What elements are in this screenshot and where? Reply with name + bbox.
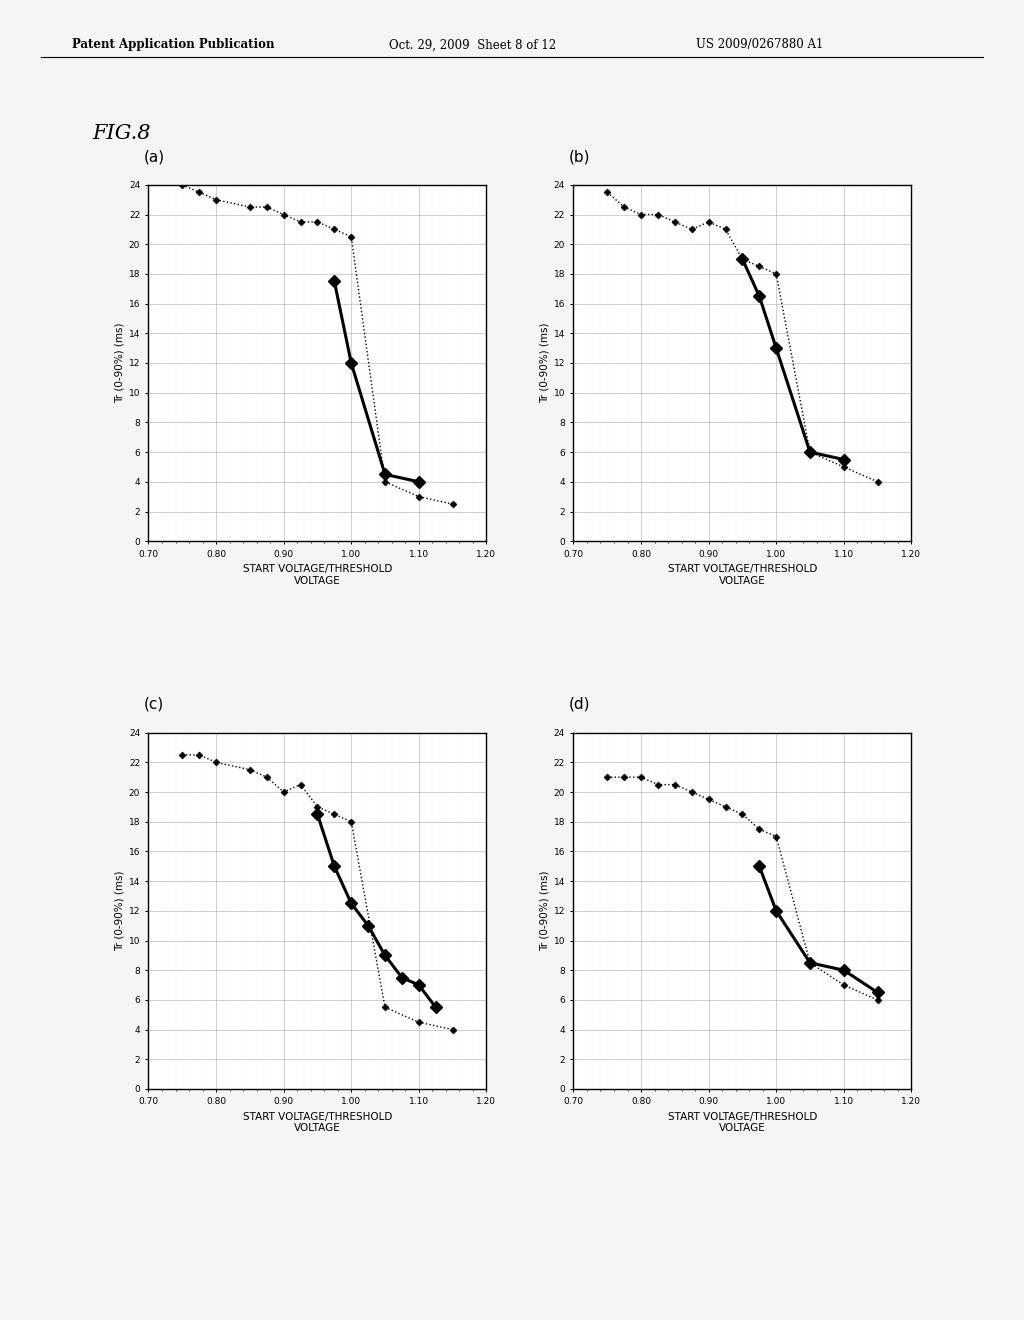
Text: (c): (c) — [143, 697, 164, 711]
Y-axis label: Tr (0-90%) (ms): Tr (0-90%) (ms) — [540, 323, 550, 403]
Y-axis label: Tr (0-90%) (ms): Tr (0-90%) (ms) — [115, 323, 125, 403]
Text: US 2009/0267880 A1: US 2009/0267880 A1 — [696, 38, 823, 51]
X-axis label: START VOLTAGE/THRESHOLD
VOLTAGE: START VOLTAGE/THRESHOLD VOLTAGE — [243, 1111, 392, 1134]
Text: FIG.8: FIG.8 — [92, 124, 151, 143]
Text: (d): (d) — [568, 697, 590, 711]
Text: Patent Application Publication: Patent Application Publication — [72, 38, 274, 51]
X-axis label: START VOLTAGE/THRESHOLD
VOLTAGE: START VOLTAGE/THRESHOLD VOLTAGE — [668, 1111, 817, 1134]
X-axis label: START VOLTAGE/THRESHOLD
VOLTAGE: START VOLTAGE/THRESHOLD VOLTAGE — [668, 564, 817, 586]
Y-axis label: Tr (0-90%) (ms): Tr (0-90%) (ms) — [115, 871, 125, 950]
X-axis label: START VOLTAGE/THRESHOLD
VOLTAGE: START VOLTAGE/THRESHOLD VOLTAGE — [243, 564, 392, 586]
Text: (a): (a) — [143, 149, 165, 164]
Text: Oct. 29, 2009  Sheet 8 of 12: Oct. 29, 2009 Sheet 8 of 12 — [389, 38, 556, 51]
Y-axis label: Tr (0-90%) (ms): Tr (0-90%) (ms) — [540, 871, 550, 950]
Text: (b): (b) — [568, 149, 590, 164]
